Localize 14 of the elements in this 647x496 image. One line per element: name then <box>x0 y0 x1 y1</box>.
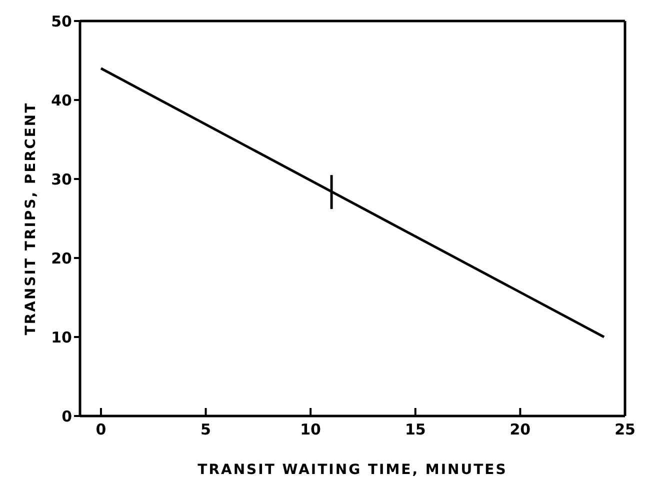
y-axis-title: TRANSIT TRIPS, PERCENT <box>22 102 39 336</box>
x-tick-label: 0 <box>96 420 106 439</box>
y-tick-label: 30 <box>51 170 72 188</box>
y-tick-label: 40 <box>51 91 72 110</box>
y-tick-label: 20 <box>51 249 72 268</box>
y-tick-label: 10 <box>51 328 72 346</box>
x-tick-label: 25 <box>614 420 636 439</box>
x-tick-label: 10 <box>300 420 322 439</box>
y-tick-label: 50 <box>51 12 72 30</box>
x-tick-label: 5 <box>200 420 211 439</box>
x-axis-title: TRANSIT WAITING TIME, MINUTES <box>198 462 508 478</box>
x-tick-label: 15 <box>404 420 426 439</box>
y-tick-label: 0 <box>62 407 72 426</box>
x-tick-label: 20 <box>510 420 531 439</box>
